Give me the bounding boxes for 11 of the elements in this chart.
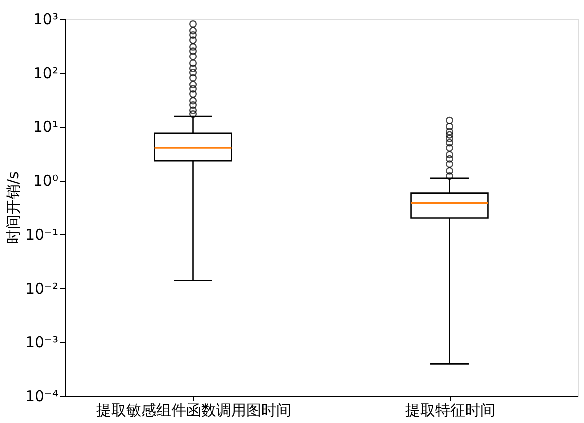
x-tick-label: 提取敏感组件函数调用图时间: [96, 402, 292, 420]
y-tick-label: 10⁻⁴: [25, 388, 58, 406]
y-tick-label: 10⁻²: [25, 280, 58, 298]
y-tick-label: 10⁻³: [25, 334, 58, 352]
x-tick-label: 提取特征时间: [405, 402, 496, 420]
y-axis-title: 时间开销/s: [4, 171, 22, 244]
y-tick-label: 10¹: [33, 118, 58, 136]
y-tick-label: 10³: [33, 10, 58, 28]
y-tick-label: 10⁻¹: [25, 226, 58, 244]
y-tick-label: 10⁰: [33, 172, 58, 190]
y-tick-label: 10²: [33, 64, 58, 82]
